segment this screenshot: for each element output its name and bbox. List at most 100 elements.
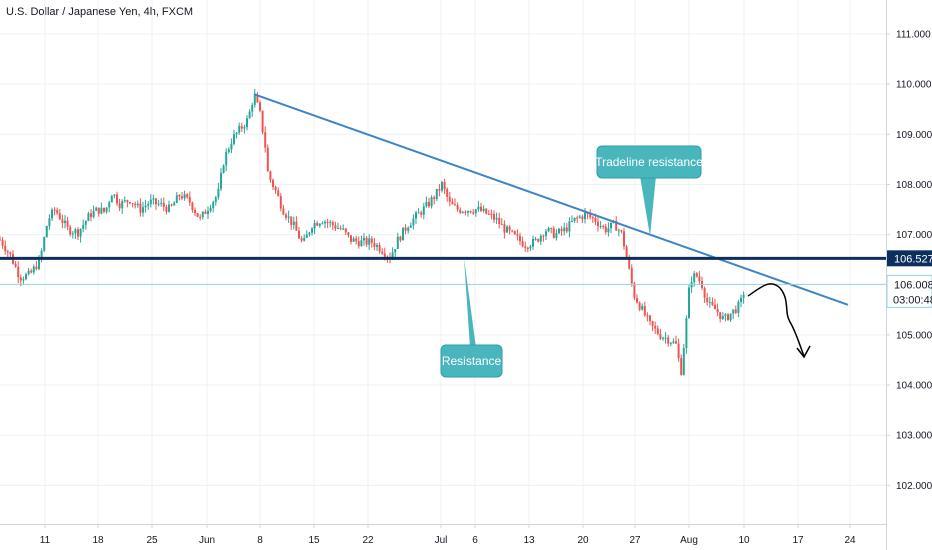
- candle-body: [53, 209, 56, 211]
- candle-body: [727, 314, 729, 320]
- countdown-tag-text: 03:00:48: [893, 294, 932, 306]
- date-tick-label: 22: [362, 535, 374, 546]
- candle-body: [594, 217, 597, 222]
- candle-body: [212, 201, 215, 209]
- candle-body: [162, 202, 165, 207]
- price-tick-label: 103.000: [896, 431, 932, 442]
- candle-body: [682, 348, 685, 375]
- candle-body: [669, 342, 672, 344]
- candle-body: [240, 126, 243, 129]
- candle-body: [144, 205, 147, 208]
- candle-body: [383, 253, 386, 257]
- candle-body: [378, 245, 381, 252]
- date-tick-label: 18: [92, 535, 104, 546]
- candle-body: [495, 217, 498, 220]
- candle-body: [64, 220, 66, 224]
- candle-body: [30, 270, 33, 273]
- candle-body: [108, 202, 111, 208]
- candle-body: [90, 213, 92, 218]
- candle-body: [222, 165, 225, 173]
- candle-body: [350, 235, 352, 242]
- candle-body: [368, 238, 371, 245]
- resistance-callout: [440, 344, 503, 378]
- candle-body: [217, 188, 220, 198]
- candle-body: [714, 304, 716, 310]
- candle-body: [428, 201, 430, 207]
- candle-body: [360, 240, 363, 247]
- candle-body: [649, 315, 651, 322]
- date-tick-label: 10: [738, 535, 750, 546]
- candle-body: [571, 220, 573, 222]
- candle-body: [472, 212, 475, 214]
- candle-body: [256, 94, 259, 103]
- candle-body: [625, 246, 628, 258]
- candle-body: [220, 172, 222, 189]
- candle-body: [547, 228, 550, 232]
- candle-body: [732, 309, 735, 314]
- candle-body: [636, 297, 638, 303]
- candle-body: [641, 306, 644, 310]
- candle-body: [703, 288, 706, 298]
- candle-body: [35, 266, 38, 269]
- price-tick-label: 102.000: [896, 481, 932, 492]
- candle-body: [45, 226, 48, 238]
- date-tick-label: Jun: [199, 535, 215, 546]
- candle-body: [51, 209, 53, 219]
- chart-grid: [0, 0, 886, 524]
- candle-body: [131, 203, 134, 205]
- last-price-tag: [886, 274, 932, 308]
- candle-body: [295, 221, 298, 231]
- candle-body: [214, 197, 217, 202]
- candle-body: [680, 358, 683, 375]
- candle-body: [630, 268, 633, 284]
- candle-body: [381, 251, 384, 254]
- candle-body: [248, 111, 251, 119]
- candle-body: [446, 189, 449, 197]
- candle-body: [448, 196, 451, 202]
- candle-body: [40, 250, 43, 258]
- candle-body: [610, 222, 612, 229]
- candle-body: [464, 211, 467, 213]
- candle-body: [19, 277, 22, 281]
- candle-body: [412, 218, 415, 226]
- candle-body: [656, 328, 659, 335]
- candle-body: [142, 207, 144, 213]
- candle-body: [147, 204, 150, 206]
- candle-body: [420, 212, 423, 215]
- candle-body: [303, 237, 306, 241]
- callouts: Resistance Tradeline resistance: [440, 145, 703, 378]
- candle-body: [0, 239, 1, 241]
- candle-body: [287, 216, 290, 218]
- candle-body: [545, 231, 547, 237]
- date-tick-label: 6: [472, 535, 478, 546]
- candle-body: [469, 210, 472, 213]
- candle-body: [500, 224, 503, 226]
- candle-body: [404, 227, 407, 231]
- candle-body: [173, 202, 176, 206]
- candle-body: [716, 309, 719, 313]
- candle-body: [305, 234, 308, 238]
- candle-body: [542, 235, 545, 237]
- candle-body: [394, 249, 397, 253]
- candle-body: [482, 208, 485, 212]
- resistance-price-tag-text: 106.527: [894, 253, 932, 265]
- candle-body: [58, 213, 61, 220]
- candle-body: [71, 233, 74, 235]
- candle-body: [27, 270, 30, 275]
- date-tick-label: 24: [844, 535, 856, 546]
- candle-body: [259, 102, 261, 111]
- candle-body: [526, 247, 529, 249]
- candle-body: [617, 230, 620, 232]
- candle-body: [25, 274, 27, 280]
- candle-body: [209, 208, 212, 211]
- candle-body: [672, 341, 675, 343]
- tradeline-callout-pointer: [640, 176, 656, 236]
- candle-body: [334, 225, 337, 229]
- candle-body: [461, 211, 464, 213]
- candle-body: [186, 194, 189, 197]
- resistance-label: Resistance: [442, 354, 502, 368]
- tradeline-label: Tradeline resistance: [595, 155, 703, 169]
- candle-body: [558, 228, 560, 234]
- candle-body: [22, 279, 25, 281]
